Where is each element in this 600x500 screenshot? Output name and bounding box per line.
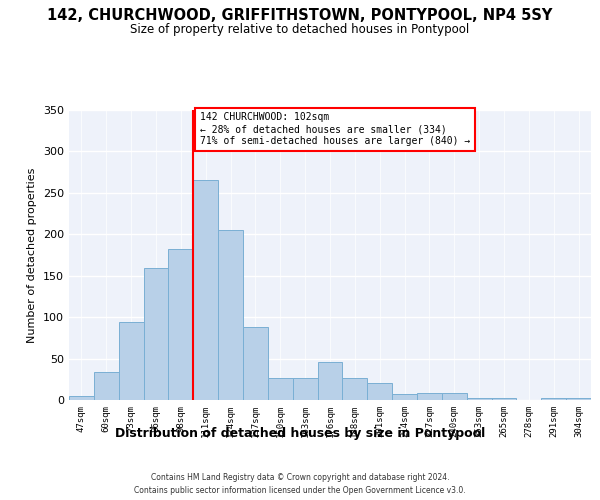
Text: Contains HM Land Registry data © Crown copyright and database right 2024.
Contai: Contains HM Land Registry data © Crown c… xyxy=(134,474,466,495)
Text: 142, CHURCHWOOD, GRIFFITHSTOWN, PONTYPOOL, NP4 5SY: 142, CHURCHWOOD, GRIFFITHSTOWN, PONTYPOO… xyxy=(47,8,553,22)
Bar xyxy=(119,322,143,400)
Bar xyxy=(243,327,268,400)
Bar xyxy=(392,394,417,400)
Bar xyxy=(417,394,442,400)
Bar xyxy=(69,396,94,400)
Bar xyxy=(268,378,293,400)
Bar xyxy=(566,398,591,400)
Text: Distribution of detached houses by size in Pontypool: Distribution of detached houses by size … xyxy=(115,428,485,440)
Bar xyxy=(218,230,243,400)
Bar xyxy=(491,398,517,400)
Bar xyxy=(343,378,367,400)
Bar xyxy=(367,382,392,400)
Bar xyxy=(541,398,566,400)
Text: Size of property relative to detached houses in Pontypool: Size of property relative to detached ho… xyxy=(130,22,470,36)
Bar xyxy=(442,394,467,400)
Bar xyxy=(467,398,491,400)
Bar xyxy=(169,249,193,400)
Bar xyxy=(94,372,119,400)
Y-axis label: Number of detached properties: Number of detached properties xyxy=(28,168,37,342)
Bar xyxy=(143,268,169,400)
Text: 142 CHURCHWOOD: 102sqm
← 28% of detached houses are smaller (334)
71% of semi-de: 142 CHURCHWOOD: 102sqm ← 28% of detached… xyxy=(199,112,470,146)
Bar xyxy=(293,378,317,400)
Bar xyxy=(317,362,343,400)
Bar xyxy=(193,180,218,400)
